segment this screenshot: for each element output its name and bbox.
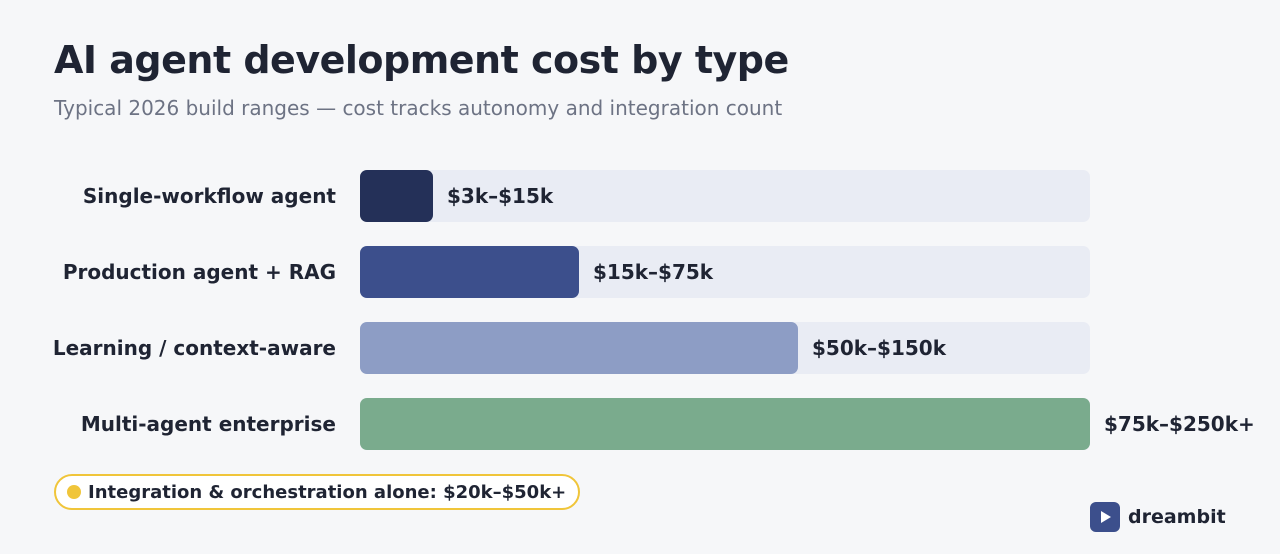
value-label-multi-agent-enterprise: $75k–$250k+ [1104, 412, 1255, 436]
bar-single-workflow-agent [360, 170, 433, 222]
chart-title: AI agent development cost by type [54, 38, 789, 82]
category-label-learning-context-aware: Learning / context-aware [53, 336, 336, 360]
integration-note-badge: Integration & orchestration alone: $20k–… [54, 474, 581, 510]
note-dot-icon [67, 485, 81, 499]
bar-production-agent-rag [360, 246, 579, 298]
value-label-learning-context-aware: $50k–$150k [812, 336, 947, 360]
category-label-multi-agent-enterprise: Multi-agent enterprise [81, 412, 336, 436]
bar-chart: Single-workflow agent $3k–$15k Production … [53, 170, 1255, 450]
integration-note-text: Integration & orchestration alone: $20k–… [88, 481, 567, 503]
bar-learning-context-aware [360, 322, 798, 374]
value-label-production-agent-rag: $15k–$75k [593, 260, 714, 284]
brand-logo: dreambit [1090, 502, 1226, 532]
chart-subtitle: Typical 2026 build ranges — cost tracks … [54, 96, 783, 120]
category-label-single-workflow-agent: Single-workflow agent [83, 184, 337, 208]
play-icon [1090, 502, 1120, 532]
brand-name: dreambit [1128, 506, 1226, 528]
bar-track-single-workflow-agent [360, 170, 1090, 222]
bar-multi-agent-enterprise [360, 398, 1090, 450]
category-label-production-agent-rag: Production agent + RAG [63, 260, 336, 284]
value-label-single-workflow-agent: $3k–$15k [447, 184, 554, 208]
